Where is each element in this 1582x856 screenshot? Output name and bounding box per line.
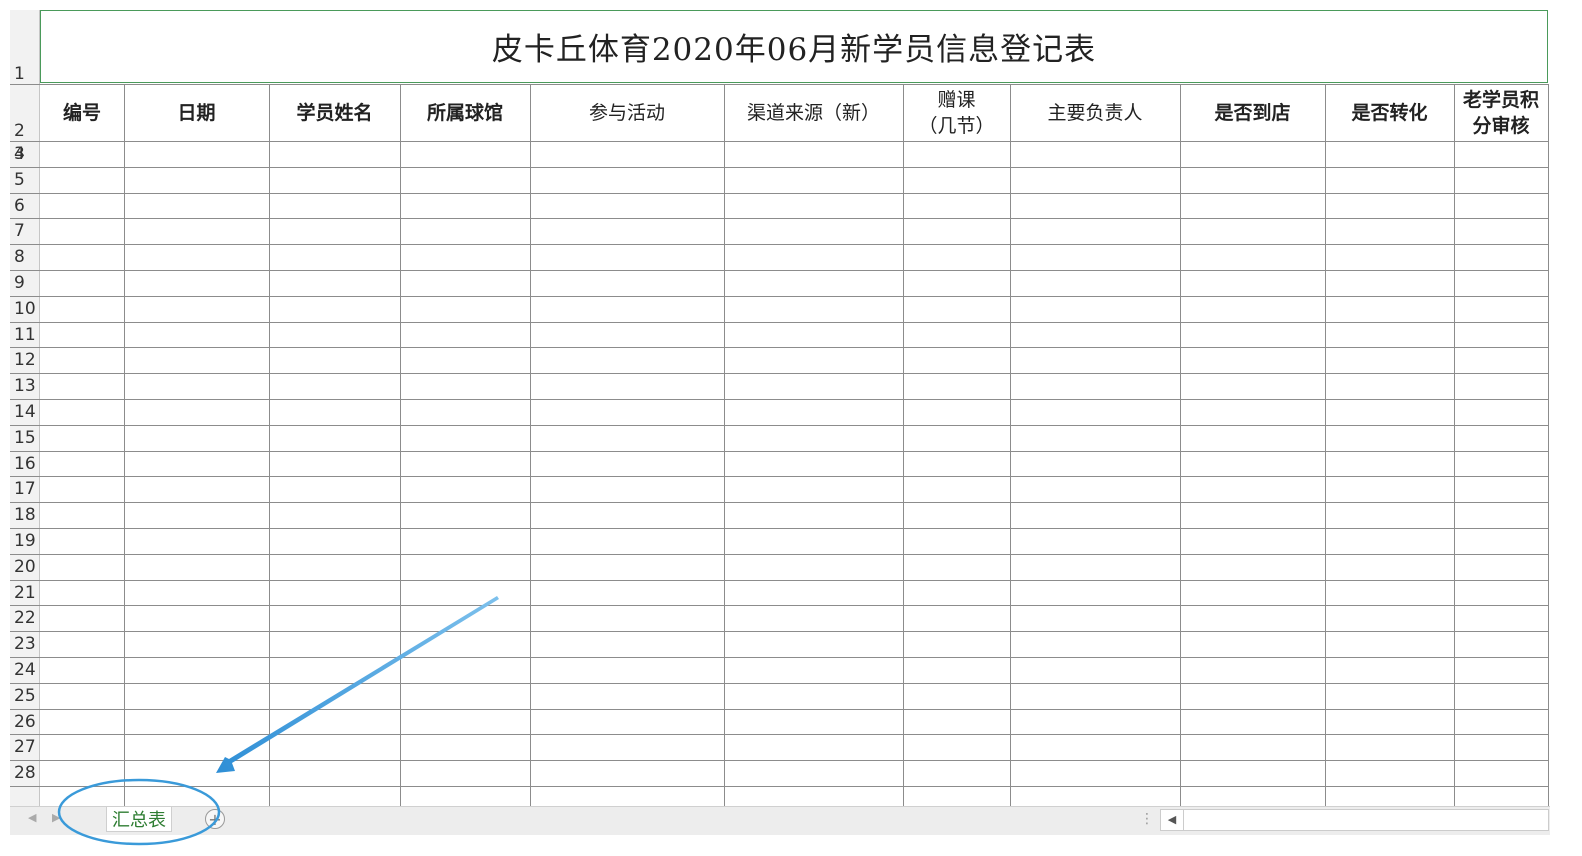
- row-number[interactable]: 6: [14, 195, 25, 216]
- row-number[interactable]: 21: [14, 582, 36, 603]
- splitter-handle-icon[interactable]: ⋮: [1140, 811, 1154, 827]
- sheet-tab-summary[interactable]: 汇总表: [106, 807, 172, 832]
- column-header-label: 学员姓名: [296, 101, 373, 124]
- row-number[interactable]: 4: [14, 144, 25, 164]
- first-sheet-icon[interactable]: ◀: [28, 811, 37, 824]
- column-header-cell[interactable]: 赠课 （几节）: [903, 84, 1010, 141]
- column-header-cell[interactable]: 编号: [40, 84, 124, 141]
- column-header-label: 是否转化: [1351, 101, 1428, 124]
- row-number[interactable]: 27: [14, 737, 36, 758]
- scroll-left-icon[interactable]: ◀: [1161, 810, 1184, 830]
- row-number[interactable]: 28: [14, 763, 36, 784]
- sheet-tab-label: 汇总表: [112, 810, 166, 831]
- row-number[interactable]: 22: [14, 608, 36, 629]
- window-bottom-strip: [0, 836, 1582, 856]
- row-number[interactable]: 9: [14, 273, 25, 293]
- next-sheet-icon[interactable]: ▶: [52, 811, 61, 824]
- add-sheet-icon[interactable]: +: [205, 809, 225, 829]
- column-header-label: 渠道来源（新）: [746, 101, 880, 124]
- column-header-cell[interactable]: 日期: [124, 84, 269, 141]
- row-number[interactable]: 26: [14, 711, 36, 732]
- row-number[interactable]: 19: [14, 531, 36, 551]
- row-number[interactable]: 20: [14, 556, 36, 577]
- row-number[interactable]: 25: [14, 685, 36, 706]
- column-header-cell[interactable]: 是否到店: [1180, 84, 1325, 141]
- column-header-label: 主要负责人: [1047, 101, 1143, 124]
- grid-lines: [10, 84, 1549, 806]
- row-number[interactable]: 16: [14, 453, 36, 474]
- row-number[interactable]: 3: [14, 144, 25, 164]
- column-header-cell[interactable]: 参与活动: [530, 84, 724, 141]
- row-header-column: 1 2 3 4 5 6 7 8 9 10 11 12 13 14 15 16 17 18 19 20 21 22 23 24 2…: [10, 10, 40, 806]
- column-header-cell[interactable]: 学员姓名: [269, 84, 400, 141]
- row-number[interactable]: 13: [14, 376, 36, 397]
- column-header-cell[interactable]: 主要负责人: [1010, 84, 1180, 141]
- column-header-cell[interactable]: 老学员积 分审核: [1454, 84, 1548, 141]
- spreadsheet[interactable]: 1 2 3 4 5 6 7 8 9 10 11 12 13 14 15 16 17 18 19 20 21 22 23 24 2…: [10, 10, 1550, 806]
- row-number[interactable]: 10: [14, 298, 36, 319]
- column-header-cell[interactable]: 渠道来源（新）: [724, 84, 903, 141]
- row-number[interactable]: 11: [14, 324, 36, 345]
- column-header-cell[interactable]: 是否转化: [1325, 84, 1454, 141]
- sheet-tab-bar: ◀ ▶ 汇总表 + ⋮ ◀: [10, 806, 1550, 835]
- column-header-label: 赠课 （几节）: [918, 88, 995, 137]
- row-number[interactable]: 2: [14, 121, 25, 141]
- column-header-label: 是否到店: [1214, 101, 1291, 124]
- row-number[interactable]: 1: [14, 64, 25, 84]
- horizontal-scrollbar[interactable]: ◀: [1160, 809, 1549, 831]
- row-number[interactable]: 7: [14, 221, 25, 242]
- row-number[interactable]: 14: [14, 402, 36, 422]
- row-number[interactable]: 5: [14, 169, 25, 190]
- row-number[interactable]: 24: [14, 660, 36, 680]
- row-number[interactable]: 18: [14, 505, 36, 526]
- row-number[interactable]: 8: [14, 247, 25, 268]
- column-header-label: 编号: [62, 101, 101, 124]
- row-number[interactable]: 17: [14, 479, 36, 500]
- column-header-label: 老学员积 分审核: [1462, 88, 1539, 137]
- sheet-title-cell[interactable]: 皮卡丘体育2020年06月新学员信息登记表: [40, 10, 1548, 83]
- row-number[interactable]: 12: [14, 350, 36, 371]
- column-header-label: 所属球馆: [426, 101, 503, 124]
- column-header-cell[interactable]: 所属球馆: [400, 84, 530, 141]
- sheet-title: 皮卡丘体育2020年06月新学员信息登记表: [491, 32, 1097, 68]
- row-number[interactable]: 23: [14, 634, 36, 655]
- row-number[interactable]: 15: [14, 427, 36, 448]
- column-header-label: 日期: [177, 101, 216, 124]
- column-header-label: 参与活动: [588, 101, 665, 124]
